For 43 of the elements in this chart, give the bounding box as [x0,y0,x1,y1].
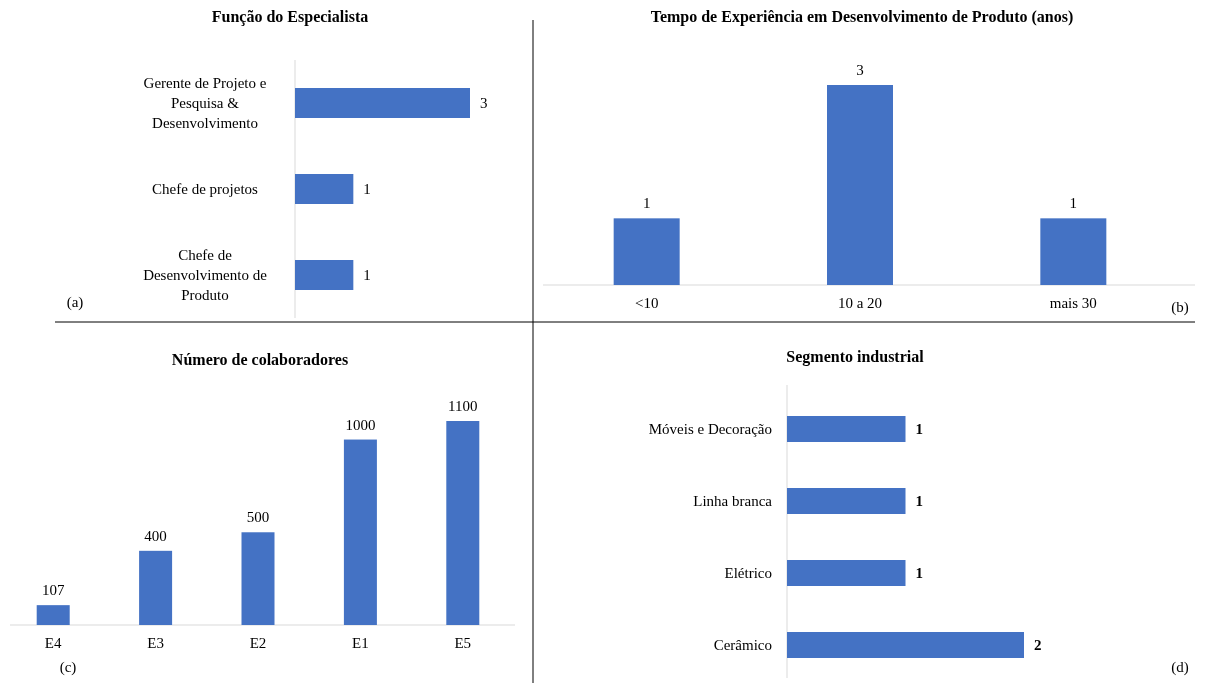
data-label: 400 [144,527,167,544]
x-tick-label: E5 [454,635,472,651]
data-label: 1000 [345,416,376,433]
bar [241,532,275,625]
data-label: 3 [480,95,488,111]
bar [36,605,70,625]
chart-title: Tempo de Experiência em Desenvolvimento de Produto (anos) [650,8,1074,26]
y-tick-label: Chefe de Desenvolvimento de Produto [143,247,268,303]
y-tick-label: Chefe de projetos [152,181,259,197]
data-label: 500 [246,509,270,526]
y-tick-label: Cerâmico [713,637,772,653]
bar [446,421,480,625]
chart-title: Segmento industrial [786,348,925,366]
data-label: 1 [363,267,371,283]
chart-title: Número de colaboradores [171,351,349,368]
data-label: 1 [915,565,923,581]
x-tick-label: E2 [249,635,267,651]
data-label: 1100 [448,398,478,414]
data-label: 3 [856,62,864,78]
data-label: 1 [915,421,923,437]
x-tick-label: E1 [352,635,369,651]
data-label: 1 [363,181,371,197]
text: (a) [66,294,84,311]
data-label: 1 [642,195,651,212]
x-tick-label: <10 [634,295,659,311]
data-label: 2 [1034,637,1042,653]
data-label: 1 [915,493,923,509]
data-label: 1 [1069,195,1078,212]
text: (c) [59,659,77,676]
data-label: 107 [41,582,65,599]
y-tick-label: Gerente de Projeto e Pesquisa & Desenvolvimento [143,75,267,131]
x-tick-label: E3 [147,635,164,651]
x-tick-label: 10 a 20 [837,295,883,311]
bar [139,550,173,625]
y-tick-label: Linha branca [693,493,773,509]
text: (b) [1171,299,1189,316]
y-tick-label: Elétrico [724,565,772,581]
x-tick-label: E4 [44,635,63,651]
text: (d) [1171,659,1189,676]
bar [343,439,377,625]
y-tick-label: Móveis e Decoração [648,421,772,437]
x-tick-label: mais 30 [1049,295,1097,311]
chart-title: Função do Especialista [211,8,369,26]
